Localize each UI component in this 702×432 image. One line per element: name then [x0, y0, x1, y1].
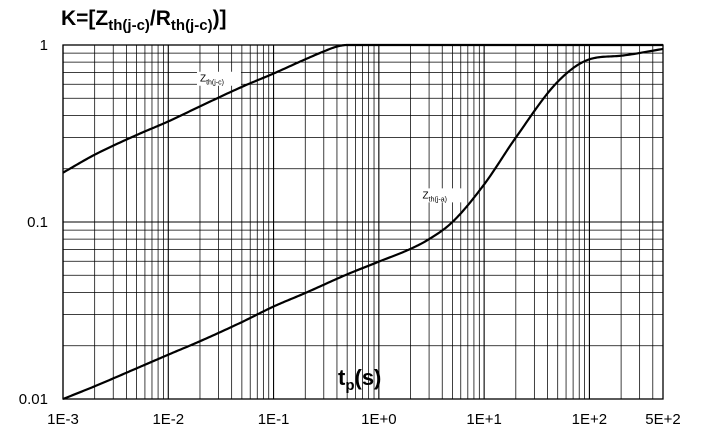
x-tick-label: 1E+0 [361, 411, 396, 428]
x-tick-label: 5E+2 [645, 411, 680, 428]
series-label: Zth(j-a) [423, 190, 447, 203]
x-tick-label: 1E-1 [258, 411, 290, 428]
series-line-zth-j-c [62, 43, 663, 174]
x-axis-label: tp(s) [338, 365, 381, 394]
chart-title: K=[Zth(j-c)/Rth(j-c))] [61, 7, 227, 34]
series-label-bg [419, 188, 464, 203]
plot-curves: Zth(j-c) Zth(j-a) [62, 43, 664, 401]
series-label: Zth(j-c) [200, 74, 224, 87]
y-tick-label: 0.01 [19, 391, 48, 408]
series-label-bg [196, 71, 241, 86]
y-axis-ticks: 1 0.1 0.01 [19, 37, 48, 408]
plot-grid [62, 44, 664, 400]
x-tick-label: 1E-2 [152, 411, 184, 428]
x-tick-label: 1E+2 [572, 411, 607, 428]
series-line-zth-j-a [62, 47, 664, 401]
x-tick-label: 1E-3 [47, 411, 79, 428]
x-axis-ticks: 1E-3 1E-2 1E-1 1E+0 1E+1 1E+2 5E+2 [47, 411, 681, 428]
y-tick-label: 0.1 [27, 214, 48, 231]
x-tick-label: 1E+1 [466, 411, 501, 428]
y-tick-label: 1 [40, 37, 48, 54]
